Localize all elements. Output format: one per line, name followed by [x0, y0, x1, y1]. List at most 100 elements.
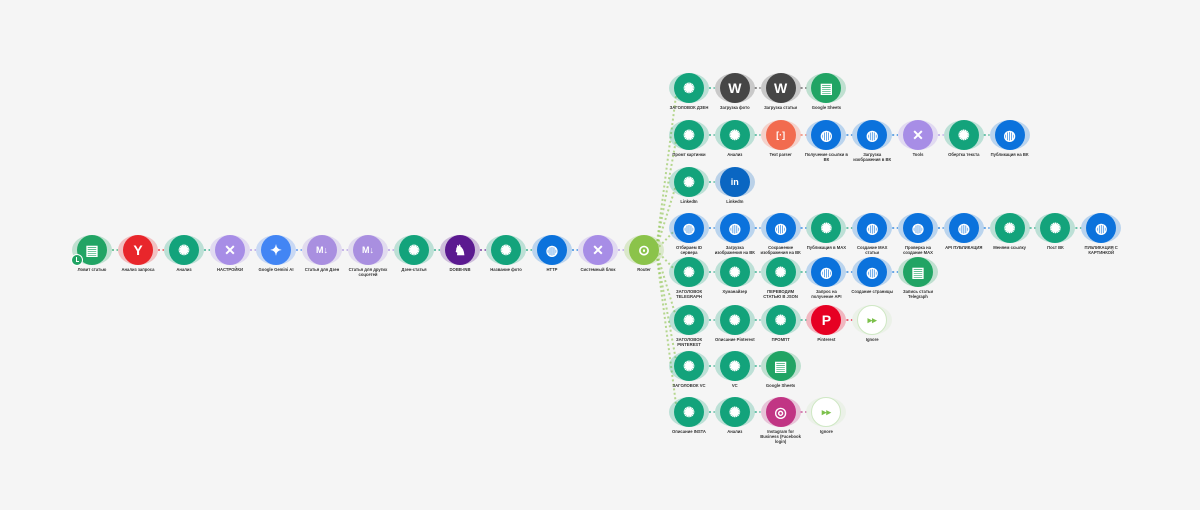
module-openai[interactable]: ✺	[674, 397, 704, 427]
module-dino[interactable]: ♞	[445, 235, 475, 265]
markdown-icon: M↓	[316, 245, 328, 255]
module-tools[interactable]: ✕	[903, 120, 933, 150]
yandex-icon: Y	[133, 242, 143, 258]
wordpress-icon: W	[773, 80, 788, 96]
openai-icon: ✺	[683, 173, 695, 190]
module-textparser[interactable]: [·]	[765, 120, 796, 150]
module-http[interactable]: ◍	[948, 213, 979, 243]
module-label: Ловит статью	[77, 267, 107, 272]
ignore-icon: ▸▸	[867, 314, 877, 325]
module-label: Создание страницы	[851, 289, 894, 294]
module-http[interactable]: ◍	[537, 235, 567, 265]
connection-line[interactable]	[655, 227, 678, 251]
openai-icon: ✺	[728, 357, 741, 374]
instagram-icon: ◎	[774, 403, 787, 420]
globe-icon: ◍	[820, 126, 833, 143]
module-label: VC	[731, 383, 738, 388]
module-router[interactable]: ⊙	[629, 235, 659, 265]
module-openai[interactable]: ✺	[399, 235, 429, 265]
module-http[interactable]: ◍	[811, 257, 842, 287]
module-openai[interactable]: ✺	[765, 305, 796, 335]
module-wordpress[interactable]: W	[765, 73, 796, 103]
module-openai[interactable]: ✺	[674, 351, 704, 381]
module-instagram[interactable]: ◎	[765, 397, 796, 427]
module-gemini[interactable]: ✦	[261, 235, 291, 265]
module-pinterest[interactable]: P	[811, 305, 842, 335]
module-label: Отбираем ID сервера	[675, 245, 703, 255]
module-sheets[interactable]: ▤	[903, 257, 933, 287]
module-wordpress[interactable]: W	[719, 73, 750, 103]
connection-line[interactable]	[655, 181, 678, 251]
module-openai[interactable]: ✺	[719, 305, 750, 335]
connection-line[interactable]	[655, 87, 678, 251]
module-openai[interactable]: ✺	[169, 235, 199, 265]
module-ignore[interactable]: ▸▸	[811, 397, 842, 427]
module-openai[interactable]: ✺	[674, 167, 704, 197]
module-sheets[interactable]: ▤	[811, 73, 842, 103]
markdown-icon: M↓	[362, 245, 374, 255]
schedule-clock-icon[interactable]	[71, 254, 83, 266]
module-label: Google Gemini AI	[258, 267, 294, 272]
module-http[interactable]: ◍	[765, 213, 796, 243]
pinterest-icon: P	[821, 312, 832, 328]
connection-line[interactable]	[655, 134, 678, 251]
module-markdown[interactable]: M↓	[353, 235, 383, 265]
module-openai[interactable]: ✺	[719, 351, 750, 381]
module-http[interactable]: ◍	[903, 213, 933, 243]
module-openai[interactable]: ✺	[719, 120, 750, 150]
module-linkedin[interactable]: in	[719, 167, 750, 197]
ignore-icon: ▸▸	[821, 406, 831, 417]
module-label: LinkedIn	[726, 199, 744, 204]
module-label: ЗАГОЛОВОК VC	[672, 383, 706, 388]
module-label: Публикация на ВК	[990, 152, 1029, 157]
connection-line[interactable]	[655, 249, 678, 413]
connection-line[interactable]	[655, 249, 678, 273]
openai-icon: ✺	[774, 263, 787, 280]
module-http[interactable]: ◍	[857, 257, 888, 287]
module-http[interactable]: ◍	[857, 213, 888, 243]
globe-icon: ◍	[682, 219, 696, 236]
openai-icon: ✺	[683, 263, 695, 280]
module-label: Google Sheets	[811, 105, 842, 110]
module-http[interactable]: ◍	[674, 213, 704, 243]
module-http[interactable]: ◍	[1086, 213, 1117, 243]
module-label: Загрузка статьи	[764, 105, 798, 110]
openai-icon: ✺	[1049, 219, 1062, 236]
module-openai[interactable]: ✺	[811, 213, 842, 243]
module-openai[interactable]: ✺	[994, 213, 1025, 243]
module-label: Сохранение изображения на ВК	[760, 245, 801, 255]
module-openai[interactable]: ✺	[491, 235, 521, 265]
connection-line[interactable]	[655, 249, 678, 321]
module-openai[interactable]: ✺	[674, 120, 704, 150]
module-openai[interactable]: ✺	[1040, 213, 1071, 243]
module-openai[interactable]: ✺	[948, 120, 979, 150]
globe-icon: ◍	[911, 219, 925, 236]
module-openai[interactable]: ✺	[674, 257, 704, 287]
openai-icon: ✺	[820, 219, 833, 236]
module-label: Описание Pinterest	[715, 337, 755, 342]
module-sheets[interactable]: ▤	[765, 351, 796, 381]
openai-icon: ✺	[957, 126, 970, 143]
module-openai[interactable]: ✺	[674, 73, 704, 103]
module-http[interactable]: ◍	[811, 120, 842, 150]
openai-icon: ✺	[500, 241, 512, 258]
module-label: Пост ВК	[1047, 245, 1064, 250]
module-label: Tools	[912, 152, 924, 157]
module-ignore[interactable]: ▸▸	[857, 305, 888, 335]
module-openai[interactable]: ✺	[674, 305, 704, 335]
module-label: Обертка текста	[948, 152, 980, 157]
module-tools[interactable]: ✕	[215, 235, 245, 265]
module-markdown[interactable]: M↓	[307, 235, 337, 265]
module-http[interactable]: ◍	[994, 120, 1025, 150]
google-sheets-icon: ▤	[85, 241, 99, 258]
module-tools[interactable]: ✕	[583, 235, 613, 265]
module-http[interactable]: ◍	[719, 213, 750, 243]
module-http[interactable]: ◍	[857, 120, 888, 150]
module-yandex[interactable]: Y	[123, 235, 153, 265]
module-openai[interactable]: ✺	[719, 257, 750, 287]
module-openai[interactable]: ✺	[765, 257, 796, 287]
module-openai[interactable]: ✺	[719, 397, 750, 427]
module-label: DOBB-INB	[449, 267, 471, 272]
module-label: Google Sheets	[765, 383, 796, 388]
